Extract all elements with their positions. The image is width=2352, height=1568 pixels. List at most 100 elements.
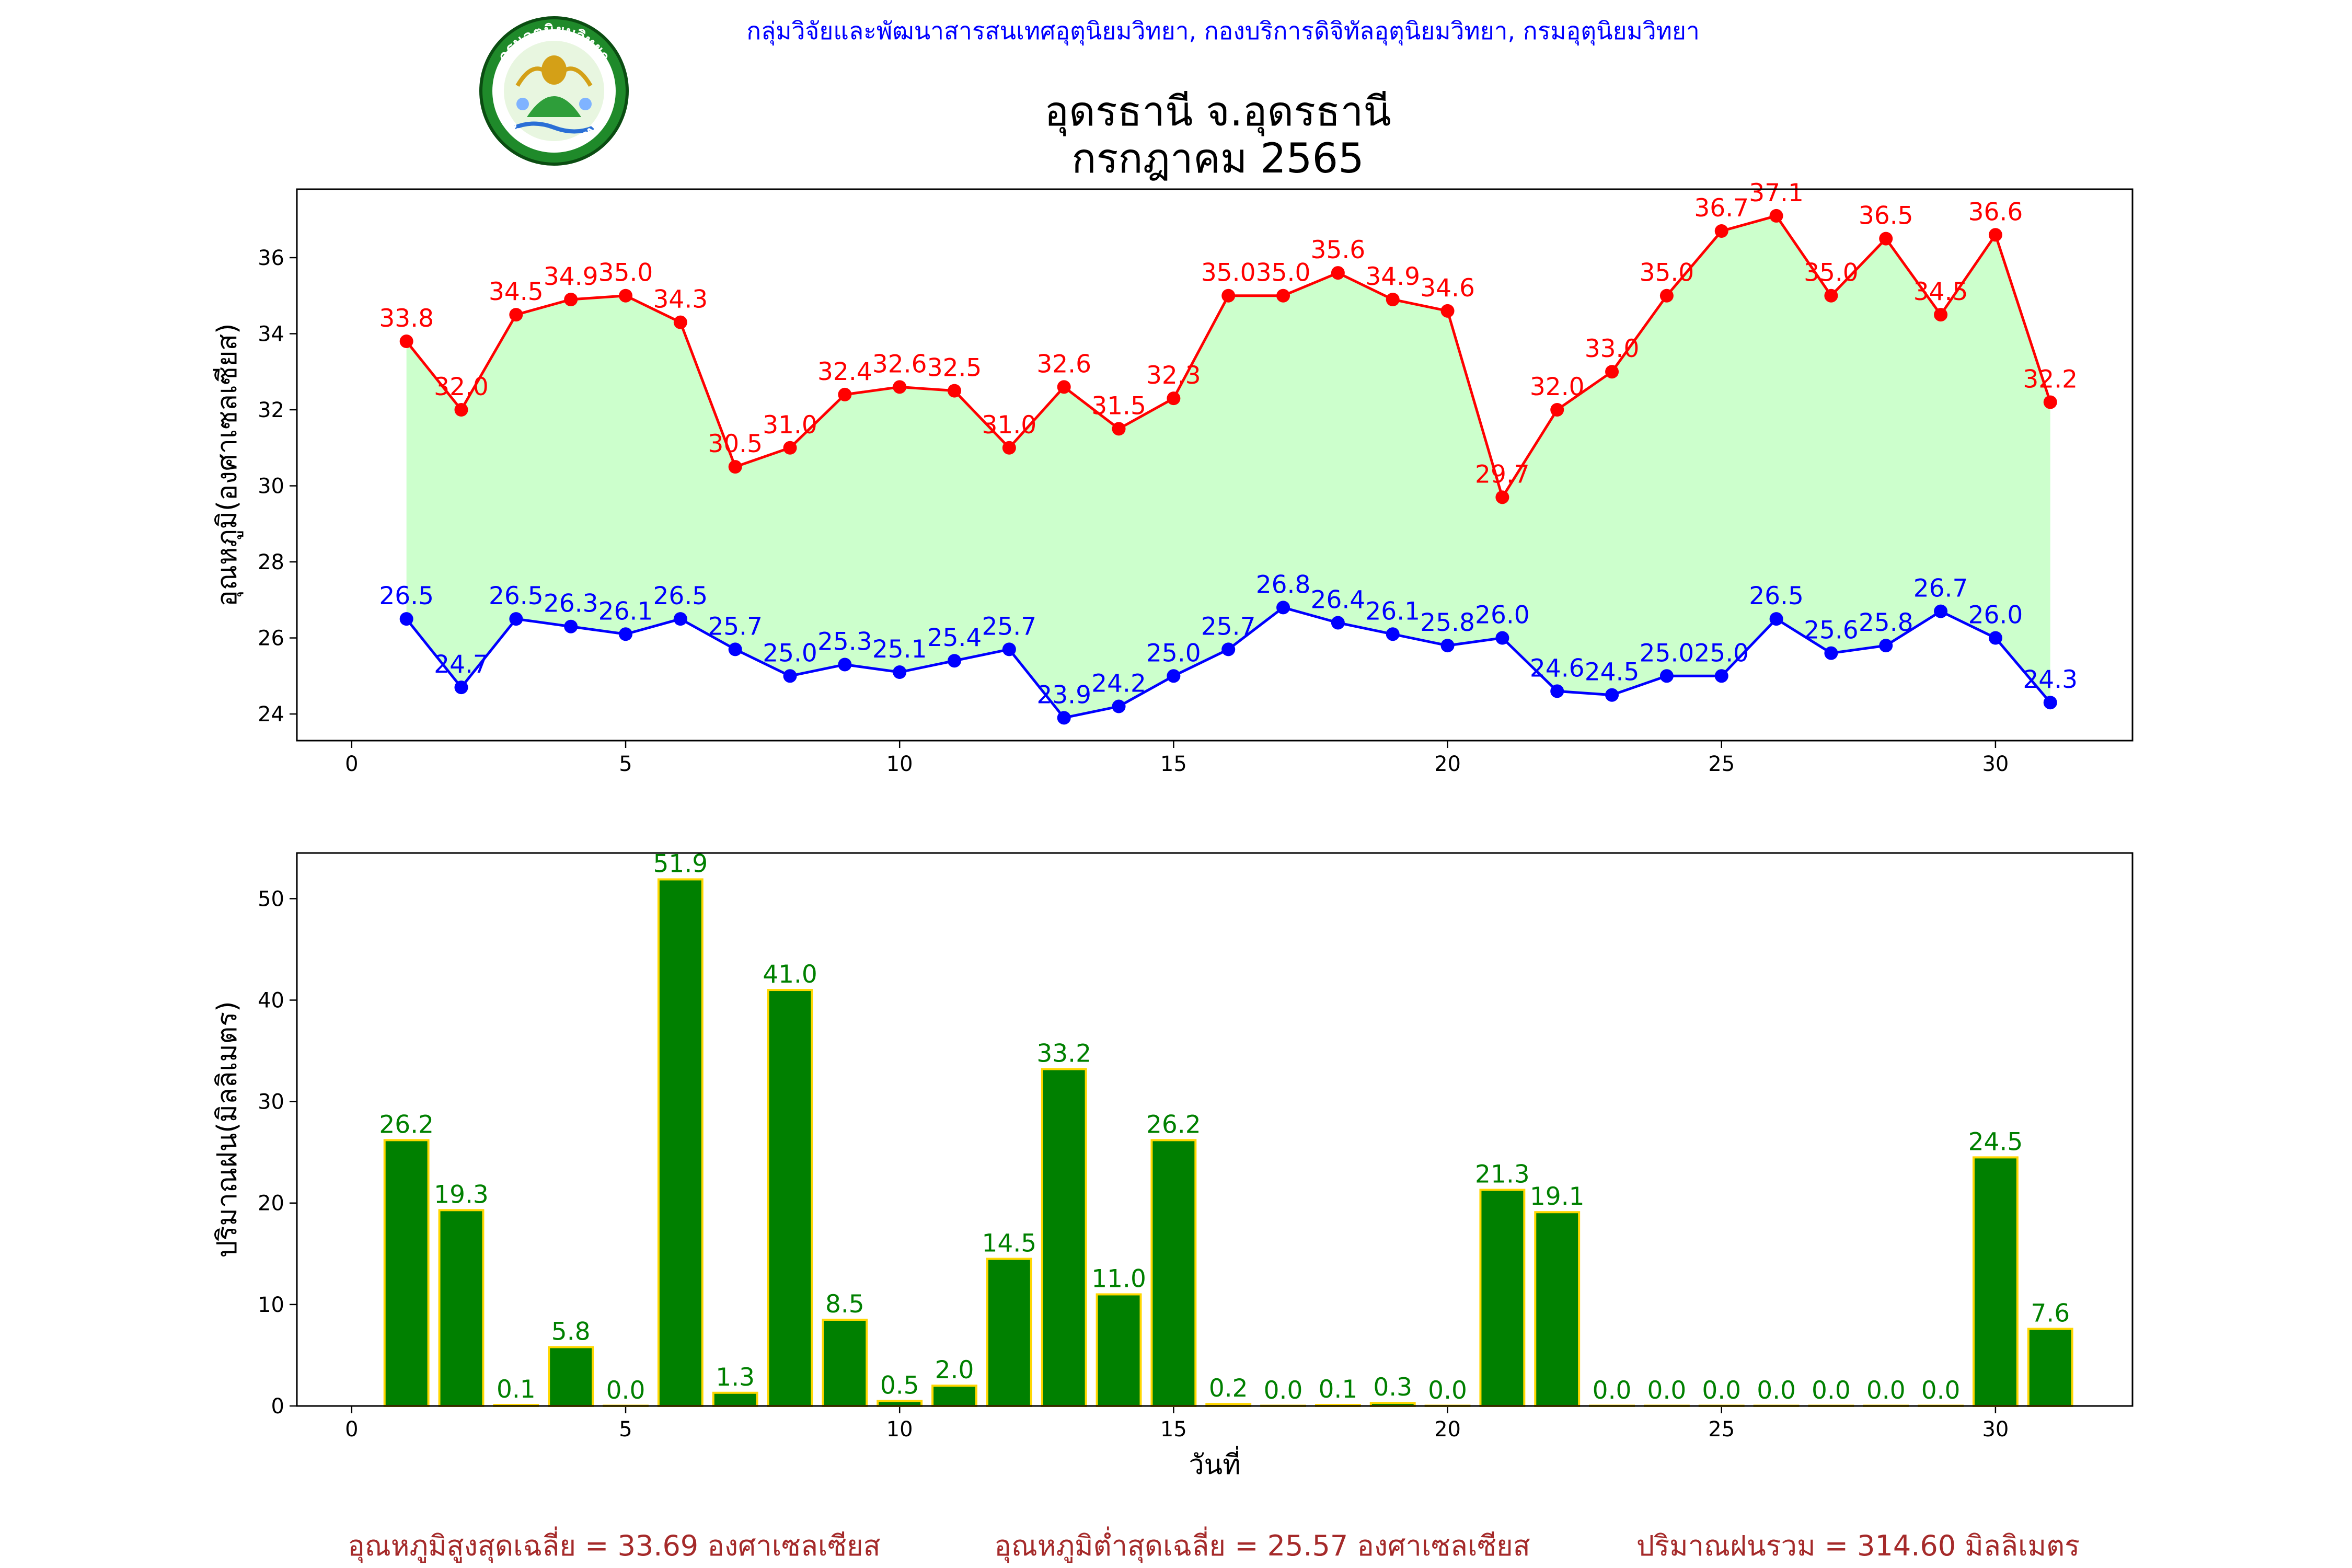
rain-bar [931,1385,977,1408]
x-tick-label: 20 [1434,1417,1461,1442]
total-rain-text: ปริมาณฝนรวม = 314.60 มิลลิเมตร [1636,1529,2080,1562]
rain-bar [657,878,704,1407]
rain-bar-label: 26.2 [1146,1110,1201,1139]
min-temp-point [1221,642,1236,656]
y-tick-label: 34 [258,322,284,346]
max-temp-label: 35.0 [1640,259,1694,287]
min-temp-label: 25.6 [1804,616,1859,645]
min-temp-point [1605,688,1619,702]
max-temp-label: 32.3 [1146,361,1201,390]
max-temp-label: 29.7 [1475,460,1530,489]
max-temp-point [1167,391,1181,406]
max-temp-point [454,403,468,417]
max-temp-label: 31.0 [982,411,1037,440]
min-temp-label: 24.6 [1530,654,1585,683]
x-tick-label: 10 [886,752,913,776]
credit-text: กลุ่มวิจัยและพัฒนาสารสนเทศอุตุนิยมวิทยา,… [746,17,1700,46]
max-temp-point [1002,441,1016,455]
rain-bar-label: 1.3 [716,1363,755,1392]
min-temp-point [2043,696,2057,710]
rain-bar-label: 0.0 [1264,1376,1303,1405]
rain-bar-label: 0.1 [497,1375,536,1404]
rain-bar [438,1209,485,1407]
min-temp-point [948,654,962,668]
max-temp-point [1331,266,1345,280]
max-temp-label: 36.7 [1694,194,1749,223]
rain-bar-label: 19.3 [434,1180,489,1209]
rain-bar [712,1391,758,1407]
rain-bar-label: 21.3 [1475,1160,1530,1189]
max-temp-label: 35.6 [1311,236,1366,264]
max-temp-point [619,289,633,303]
rain-bar-label: 5.8 [551,1317,591,1346]
rain-bar [548,1346,594,1408]
max-temp-point [1824,289,1838,303]
max-temp-label: 35.0 [1256,259,1311,287]
min-temp-point [673,612,687,626]
min-temp-label: 26.4 [1311,585,1366,614]
max-temp-label: 31.5 [1091,391,1146,420]
temperature-range-fill [406,215,2050,718]
rain-bar-label: 0.0 [1593,1376,1632,1405]
min-temp-point [893,665,907,679]
y-tick-label: 30 [258,1090,284,1114]
rain-bar-label: 0.0 [1702,1376,1741,1405]
min-temp-label: 24.3 [2023,665,2078,694]
x-tick-label: 5 [619,1417,632,1442]
min-temp-point [1331,616,1345,630]
y-tick-label: 20 [258,1192,284,1216]
min-temp-point [1002,642,1016,656]
max-temp-point [399,335,413,349]
max-temp-point [1605,365,1619,379]
max-temp-label: 36.6 [1968,198,2023,226]
x-axis-label: วันที่ [1189,1446,1240,1481]
rain-bar-label: 0.0 [1866,1376,1906,1405]
min-temp-label: 26.1 [1365,597,1420,626]
max-temp-point [1714,224,1728,238]
rain-bar-label: 24.5 [1968,1127,2023,1156]
min-temp-point [1988,631,2002,645]
y-axis-label: ปริมาณฝน(มิลลิเมตร) [212,1001,243,1258]
max-temp-label: 34.5 [489,278,544,306]
y-axis-label: อุณหภูมิ(องศาเซลเซียส) [212,324,244,607]
max-temp-label: 35.0 [1804,259,1859,287]
y-tick-label: 26 [258,627,284,651]
min-temp-point [399,612,413,626]
min-temp-label: 26.0 [1475,601,1530,630]
max-temp-point [948,384,962,398]
plot-frame [296,188,2134,742]
min-temp-point [1167,669,1181,683]
min-temp-label: 25.1 [872,635,927,664]
y-tick-label: 28 [258,550,284,574]
min-temp-label: 25.0 [1694,639,1749,667]
max-temp-point [1057,380,1071,394]
x-tick-label: 5 [619,752,632,776]
y-tick-label: 24 [258,702,284,727]
y-tick-label: 10 [258,1293,284,1317]
max-temp-point [509,308,523,322]
max-temp-label: 37.1 [1749,179,1804,207]
max-temp-label: 32.6 [1036,350,1091,378]
max-temp-point [1495,490,1509,504]
max-temp-point [1879,232,1893,246]
min-temp-point [1276,601,1290,615]
max-temp-label: 32.6 [872,350,927,378]
rain-bar-label: 0.0 [1647,1376,1687,1405]
min-temp-point [1879,639,1893,653]
min-temp-label: 25.0 [763,639,817,667]
avg-min-temp-text: อุณหภูมิต่ำสุดเฉลี่ย = 25.57 องศาเซลเซีย… [994,1526,1530,1563]
min-temp-point [1769,612,1783,626]
min-temp-label: 24.7 [434,650,489,679]
min-temp-label: 25.7 [982,612,1037,641]
rain-bar-label: 0.0 [1428,1376,1467,1405]
chart-title-line1: อุดรธานี จ.อุดรธานี [1044,88,1391,136]
max-temp-point [564,293,578,306]
min-temp-point [1440,639,1455,653]
max-temp-label: 34.9 [1365,262,1420,291]
rain-bar-label: 7.6 [2031,1299,2070,1328]
y-tick-label: 0 [271,1394,284,1419]
min-temp-point [728,642,742,656]
rain-bar-label: 51.9 [653,849,708,878]
max-temp-label: 35.0 [598,259,653,287]
